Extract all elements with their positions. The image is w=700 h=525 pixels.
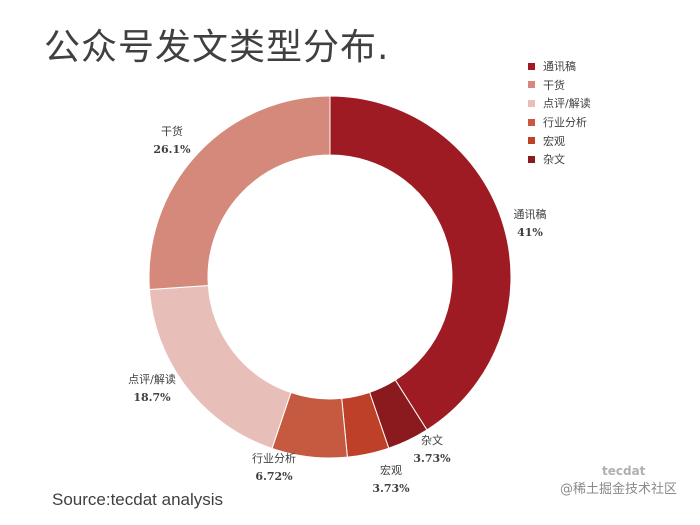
legend-swatch [528, 99, 535, 107]
legend-item-2: 点评/解读 [528, 94, 591, 113]
slice-5 [148, 95, 331, 291]
legend-label: 行业分析 [543, 116, 587, 130]
legend-swatch [528, 81, 535, 89]
legend-label: 点评/解读 [543, 97, 591, 111]
slice-label-value-5: 26.1% [153, 143, 191, 156]
slice-label-name-5: 干货 [161, 124, 183, 138]
legend-label: 杂文 [543, 153, 565, 167]
watermark-logo: tecdat [602, 464, 646, 478]
legend-swatch [528, 118, 535, 126]
slice-label-value-2: 3.73% [372, 482, 410, 495]
legend-item-4: 宏观 [528, 131, 591, 150]
source-note: Source:tecdat analysis [52, 490, 224, 509]
slice-label-name-3: 行业分析 [252, 451, 296, 465]
slice-0 [329, 95, 512, 431]
page-title: 公众号发文类型分布. [44, 27, 390, 68]
legend-swatch [528, 62, 535, 70]
slice-label-name-4: 点评/解读 [128, 372, 176, 386]
legend-item-3: 行业分析 [528, 113, 591, 132]
legend-swatch [528, 137, 535, 145]
legend-label: 通讯稿 [543, 60, 576, 74]
slice-label-name-1: 杂文 [421, 433, 443, 447]
legend-item-1: 干货 [528, 76, 591, 95]
legend-swatch [528, 155, 535, 163]
legend-label: 宏观 [543, 134, 565, 148]
slice-label-name-0: 通讯稿 [514, 207, 547, 221]
legend-item-5: 杂文 [528, 150, 591, 169]
slice-label-name-2: 宏观 [380, 463, 402, 477]
slice-4 [148, 284, 292, 450]
legend-item-0: 通讯稿 [528, 57, 591, 76]
legend-label: 干货 [543, 78, 565, 92]
slice-label-value-4: 18.7% [133, 391, 171, 404]
watermark-text: @稀土掘金技术社区 [560, 482, 678, 497]
slice-label-value-1: 3.73% [413, 452, 451, 465]
slice-label-value-3: 6.72% [255, 470, 293, 483]
chart-legend: 通讯稿干货点评/解读行业分析宏观杂文 [528, 57, 591, 169]
slice-label-value-0: 41% [517, 226, 543, 239]
